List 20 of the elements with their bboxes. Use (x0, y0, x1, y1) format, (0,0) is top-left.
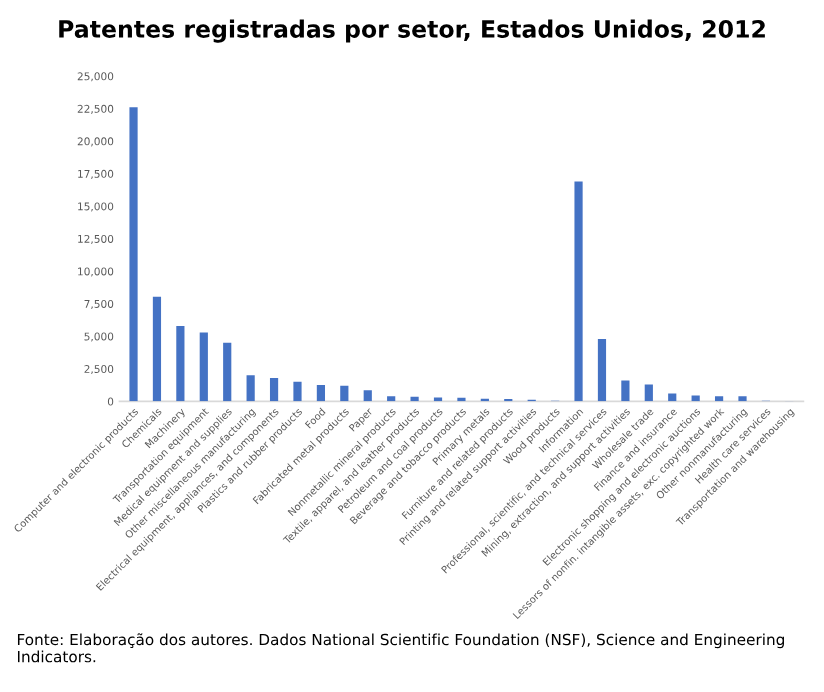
bar (597, 338, 607, 402)
bar (223, 342, 232, 402)
bar (574, 181, 583, 402)
bar (199, 332, 208, 402)
bar (316, 385, 326, 402)
bar (176, 325, 185, 402)
bar (246, 375, 255, 402)
bar (363, 390, 372, 402)
bar (269, 377, 279, 402)
bar (410, 396, 419, 402)
bar (714, 396, 724, 402)
bar (129, 107, 138, 402)
bar (644, 384, 653, 402)
bar (293, 381, 302, 402)
bar (152, 296, 162, 402)
bar (738, 396, 747, 402)
bar (340, 385, 349, 402)
chart-title: Patentes registradas por setor, Estados Unidos, 2012 (59, 19, 765, 43)
bar (387, 396, 396, 402)
bar (621, 380, 630, 402)
